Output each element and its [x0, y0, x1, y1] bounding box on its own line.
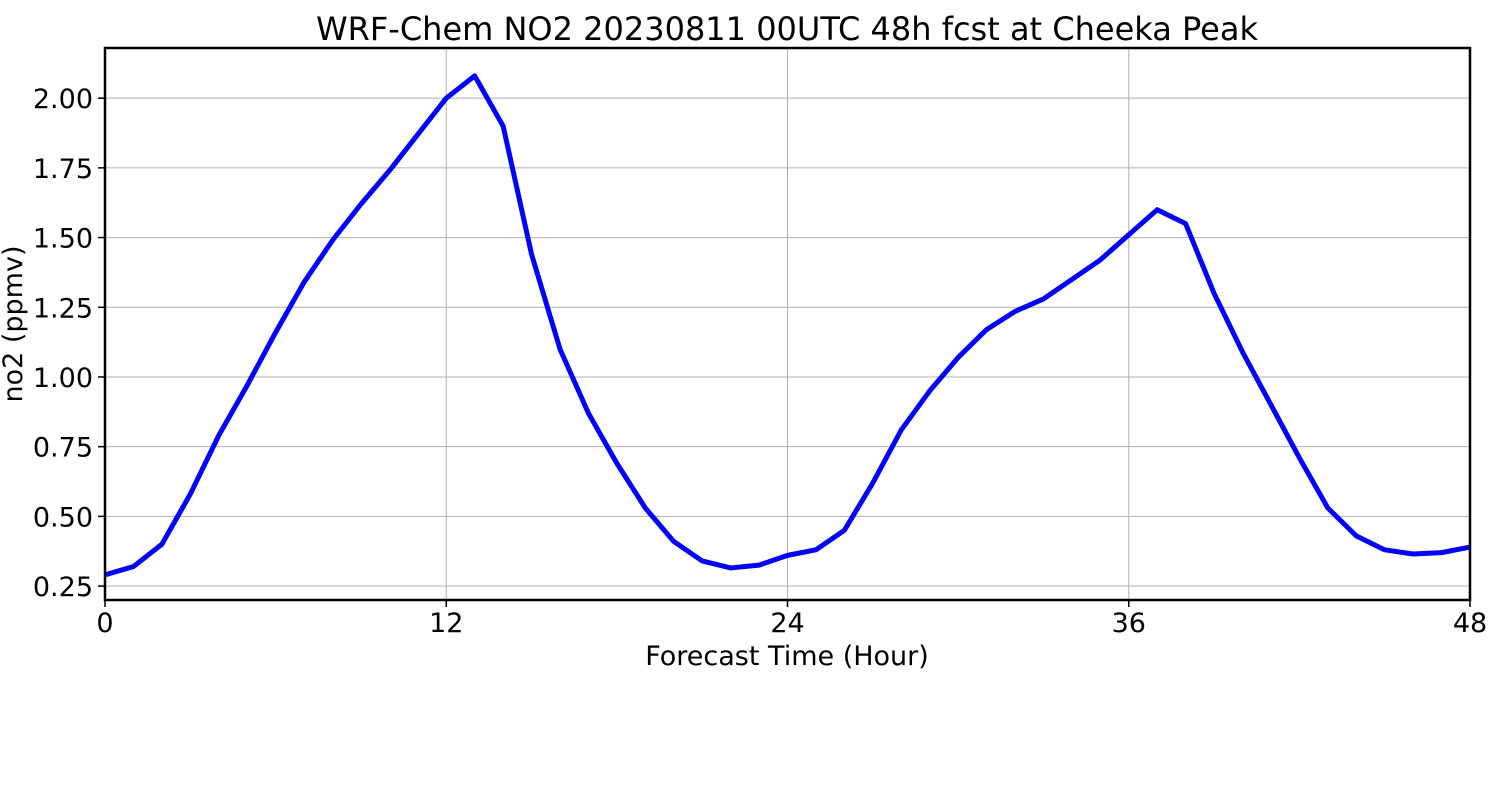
chart-title: WRF-Chem NO2 20230811 00UTC 48h fcst at … [316, 10, 1258, 48]
x-tick-label: 48 [1453, 608, 1487, 639]
y-tick-label: 1.75 [33, 154, 93, 185]
x-tick-label: 0 [96, 608, 113, 639]
x-tick-label: 36 [1112, 608, 1146, 639]
y-tick-label: 1.50 [33, 224, 93, 255]
y-tick-label: 0.50 [33, 502, 93, 533]
y-tick-label: 1.25 [33, 293, 93, 324]
x-tick-label: 12 [429, 608, 463, 639]
y-tick-label: 1.00 [33, 363, 93, 394]
no2-series-line [104, 73, 1471, 578]
y-tick-label: 2.00 [33, 84, 93, 115]
y-tick-label: 0.75 [33, 433, 93, 464]
series-layer [104, 73, 1471, 578]
x-axis-label: Forecast Time (Hour) [645, 641, 929, 672]
x-tick-label: 24 [770, 608, 804, 639]
y-tick-label: 0.25 [33, 572, 93, 603]
axis-ticks: 0 12 24 36 48 0.25 0.50 0.75 1.00 1.25 1.50 1.75 2.0… [33, 84, 1487, 639]
y-axis-label: no2 (ppmv) [0, 245, 29, 402]
